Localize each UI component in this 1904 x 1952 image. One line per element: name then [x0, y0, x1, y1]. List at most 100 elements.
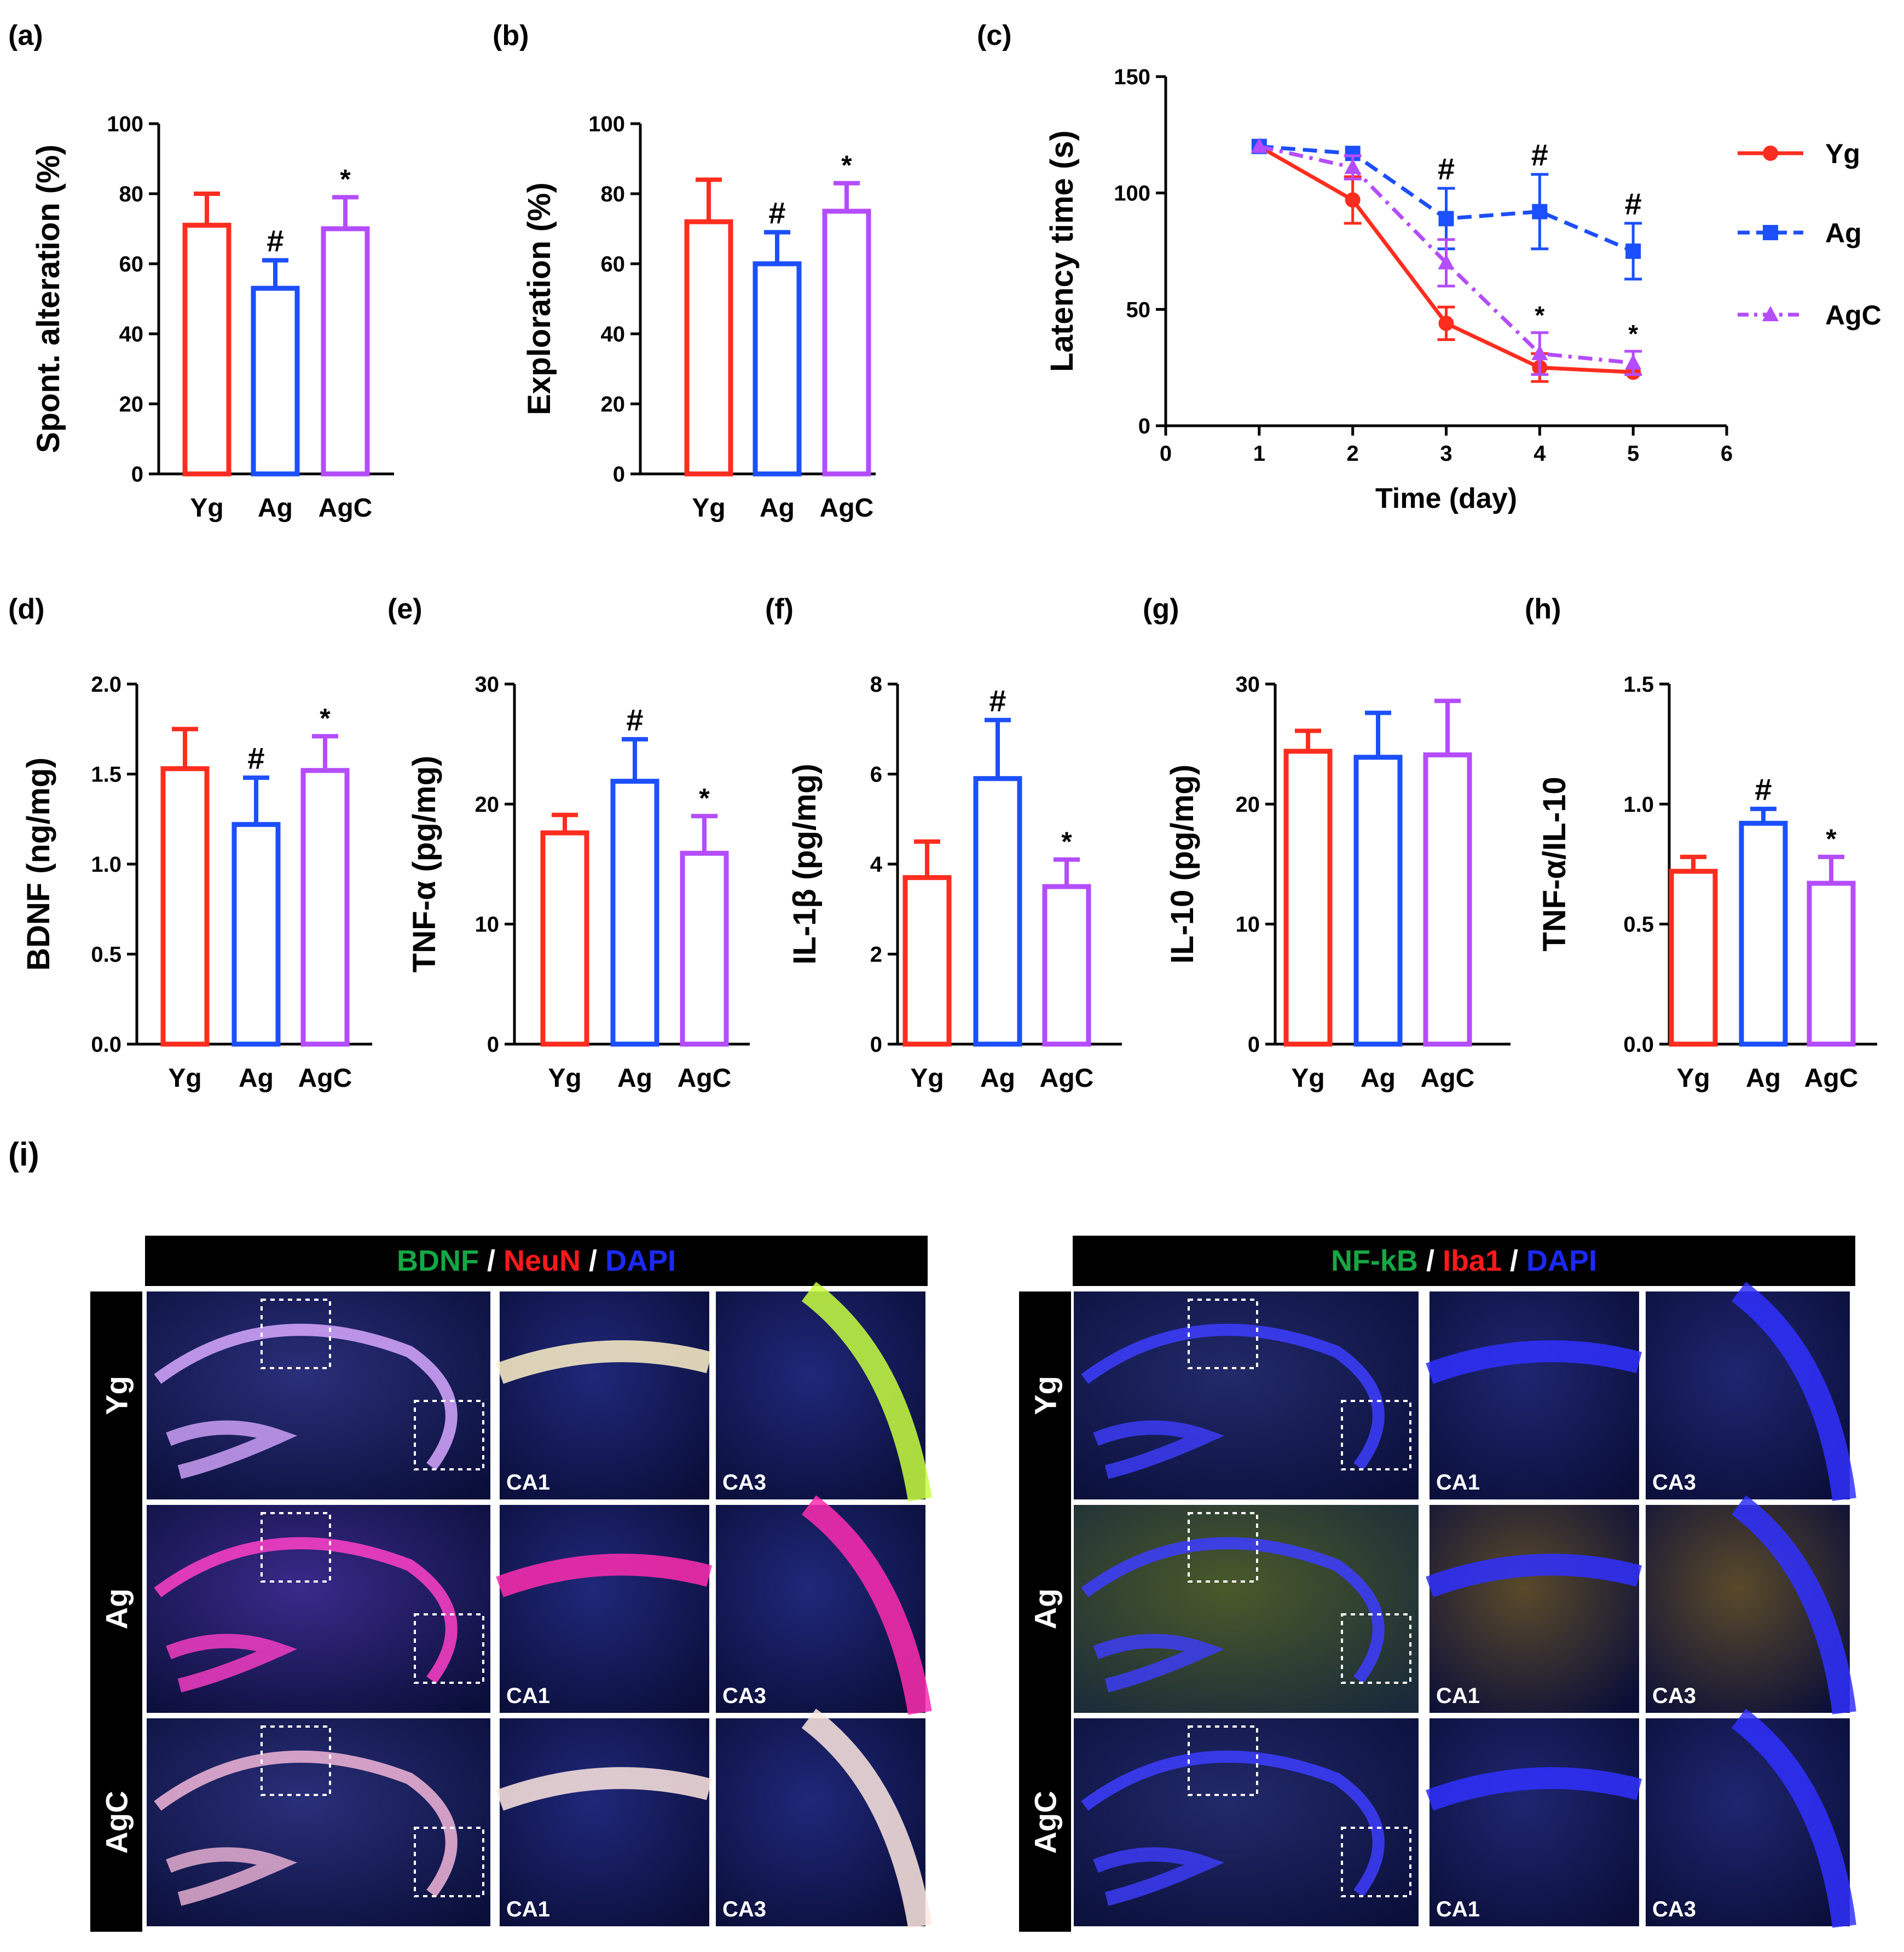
x-tick-label-c: 0 [1160, 442, 1172, 466]
zoom-image-Yg-CA1: CA1 [496, 1291, 713, 1499]
cornu-ammonis-band [1081, 1537, 1385, 1684]
point-AgC-day2 [1344, 158, 1361, 174]
y-tick-label-f: 8 [870, 673, 882, 697]
zoom-bg [500, 1291, 709, 1499]
y-tick-label-a: 80 [119, 182, 144, 206]
overview-image-Yg [1074, 1291, 1419, 1499]
cornu-ammonis-band [1081, 1324, 1385, 1470]
overview-image-Ag [147, 1505, 490, 1713]
point-Ag-day4 [1532, 204, 1548, 219]
x-tick-label-h: AgC [1804, 1064, 1859, 1093]
zoom-region-label: CA1 [506, 1470, 550, 1495]
bar-b-AgC [822, 208, 871, 477]
zoom-image-AgC-CA3: CA3 [716, 1708, 932, 1928]
y-axis-title-a: Spont. alteration (%) [31, 144, 66, 453]
pyramidal-layer [1731, 1708, 1856, 1928]
point-AgC-day5 [1625, 354, 1642, 370]
legend-marker-Yg [1763, 146, 1778, 161]
zoom-region-label: CA1 [1436, 1470, 1480, 1495]
y-tick-label-g: 0 [1248, 1033, 1260, 1057]
pyramidal-layer [801, 1708, 932, 1928]
ca1-roi-box [1188, 1512, 1258, 1583]
zoom-image-Ag-CA3: CA3 [1646, 1495, 1856, 1714]
significance-mark-a: * [340, 164, 351, 194]
zoom-region-label: CA3 [722, 1897, 766, 1921]
cornu-ammonis-band [154, 1537, 458, 1684]
stain-separator: / [479, 1244, 504, 1277]
y-tick-label-c: 100 [1114, 182, 1150, 206]
bar-d-Yg [160, 766, 210, 1047]
overview-image-Yg [147, 1291, 490, 1499]
bar-d-AgC [300, 768, 350, 1047]
y-tick-label-e: 10 [475, 913, 500, 937]
cornu-ammonis-band [154, 1751, 458, 1897]
x-tick-label-c: 5 [1627, 442, 1639, 466]
y-tick-label-g: 20 [1236, 792, 1260, 816]
pyramidal-layer [801, 1495, 932, 1715]
point-AgC-day3 [1438, 254, 1455, 270]
y-tick-label-d: 0.0 [91, 1033, 121, 1057]
y-tick-label-c: 50 [1126, 298, 1151, 322]
bar-a-Yg [182, 223, 232, 477]
x-tick-label-c: 1 [1253, 442, 1265, 466]
pyramidal-layer [1731, 1495, 1856, 1714]
pyramidal-layer [801, 1282, 932, 1502]
y-tick-label-e: 30 [475, 673, 500, 697]
panel-label-f: (f) [765, 593, 794, 625]
micrograph-block-left: BDNF / NeuN / DAPI Yg CA1 CA3 Ag CA1 CA3 AgC CA1… [90, 1236, 932, 1932]
significance-mark-e: # [626, 703, 643, 737]
significance-mark-c: # [1531, 138, 1548, 172]
x-tick-label-c: 6 [1721, 442, 1733, 466]
ca3-roi-box [1341, 1613, 1411, 1684]
y-axis-title-d: BDNF (ng/mg) [21, 757, 56, 971]
legend-label-AgC: AgC [1825, 300, 1882, 331]
bar-g-AgC [1423, 752, 1472, 1047]
bar-g-Ag [1353, 755, 1403, 1047]
significance-mark-b: * [841, 150, 852, 181]
zoom-region-label: CA1 [1436, 1684, 1480, 1708]
y-tick-label-h: 1.5 [1623, 673, 1654, 697]
zoom-image-Yg-CA3: CA3 [1646, 1282, 1856, 1501]
panel-label-c: (c) [977, 20, 1012, 51]
ca3-roi-box [1341, 1827, 1411, 1897]
bar-b-Yg [684, 219, 733, 477]
zoom-region-label: CA3 [722, 1470, 766, 1495]
stain-part-neun: NeuN [504, 1244, 581, 1277]
x-tick-label-e: AgC [678, 1064, 732, 1093]
ca1-roi-box [261, 1299, 331, 1369]
y-tick-label-e: 20 [475, 792, 500, 816]
legend-marker-Ag [1763, 225, 1778, 240]
stain-part-dapi: DAPI [1526, 1244, 1597, 1277]
row-label-Ag: Ag [100, 1589, 134, 1630]
y-tick-label-f: 2 [870, 943, 882, 967]
significance-mark-d: # [247, 741, 264, 775]
point-Yg-day2 [1345, 192, 1361, 208]
bar-a-Ag [251, 286, 300, 477]
significance-mark-e: * [699, 783, 710, 813]
y-tick-label-a: 60 [119, 252, 144, 276]
y-axis-title-g: IL-10 (pg/mg) [1165, 764, 1200, 964]
zoom-region-label: CA3 [1652, 1470, 1696, 1495]
x-tick-label-h: Ag [1746, 1064, 1781, 1093]
ca3-roi-box [414, 1400, 484, 1470]
y-tick-label-a: 100 [107, 112, 143, 136]
panel-label-a: (a) [8, 20, 43, 51]
point-Yg-day3 [1438, 315, 1454, 331]
y-tick-label-b: 80 [601, 182, 626, 206]
stain-separator: / [581, 1244, 605, 1277]
row-label-AgC: AgC [1028, 1791, 1063, 1853]
zoom-image-AgC-CA1: CA1 [496, 1718, 713, 1926]
legend-label-Ag: Ag [1825, 218, 1862, 248]
y-tick-label-d: 1.0 [91, 853, 121, 877]
bar-d-Ag [232, 822, 281, 1047]
bar-g-Yg [1283, 749, 1333, 1047]
y-tick-label-b: 0 [613, 462, 625, 486]
chart-c: (c) 0 50 100 150 0 1 2 3 4 5 6 Time (day) Latency tim… [977, 20, 1882, 514]
y-tick-label-f: 0 [870, 1033, 882, 1057]
cornu-ammonis-band [1081, 1751, 1385, 1897]
pyramidal-layer [496, 1554, 713, 1597]
x-axis-title-c: Time (day) [1375, 483, 1517, 514]
point-AgC-day4 [1531, 345, 1548, 361]
